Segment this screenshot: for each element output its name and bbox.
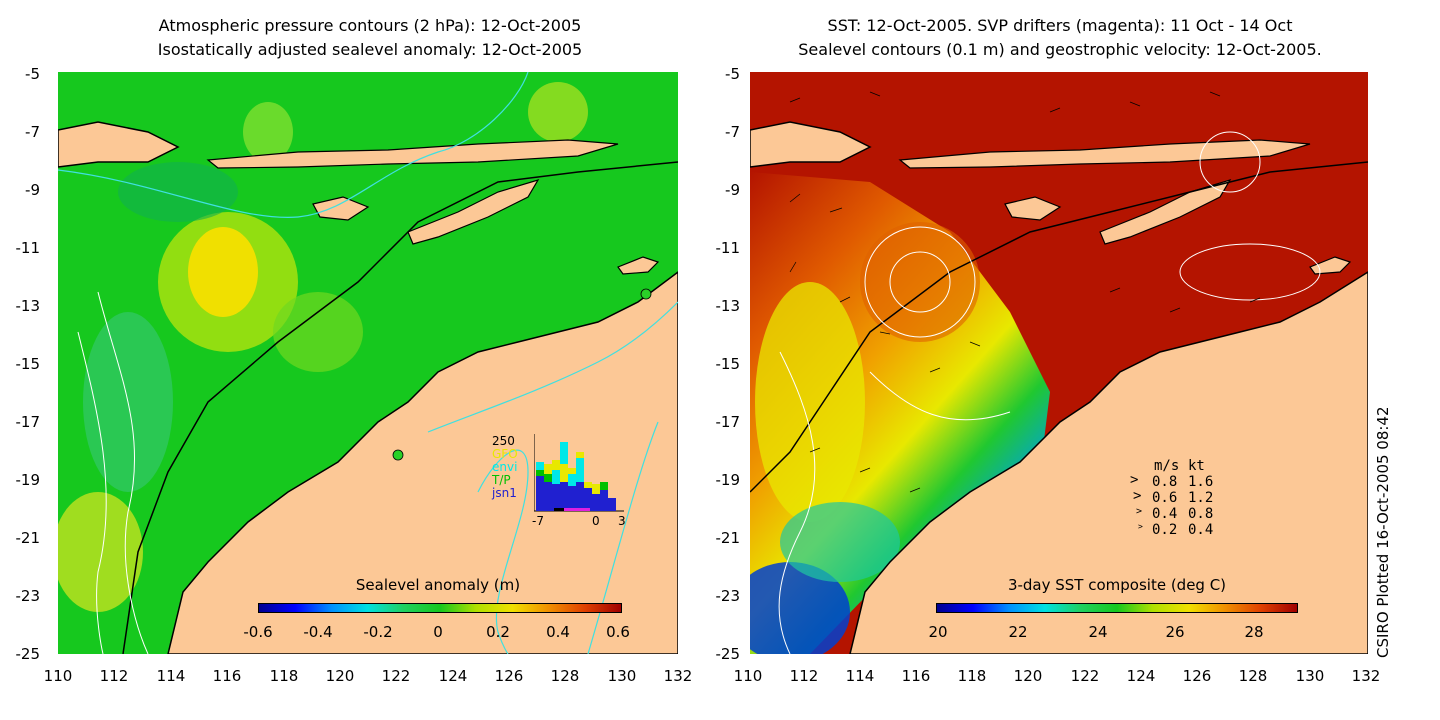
left-colorbar: [258, 603, 622, 613]
velocity-legend-kt: 0.8: [1188, 506, 1214, 522]
right-xtick: 128: [1238, 667, 1268, 685]
sealevel-anomaly-map[interactable]: [58, 72, 678, 654]
left-ytick: -9: [25, 181, 40, 199]
left-cbar-tick: 0.2: [486, 623, 510, 641]
left-ytick: -21: [15, 529, 41, 547]
right-ytick: -7: [725, 123, 740, 141]
velocity-legend-arrow-icon: >: [1130, 472, 1139, 488]
sst-map-graphic: [750, 72, 1368, 654]
inset-histogram: [534, 434, 624, 512]
right-xtick: 116: [901, 667, 931, 685]
left-title-line2: Isostatically adjusted sealevel anomaly:…: [157, 40, 583, 59]
inset-xtick-left: -7: [532, 514, 544, 528]
right-cbar-tick: 28: [1244, 623, 1264, 641]
left-ytick: -11: [15, 239, 41, 257]
right-ytick: -23: [715, 587, 741, 605]
velocity-legend-kt: 0.4: [1188, 522, 1214, 538]
left-cbar-tick: 0.6: [606, 623, 630, 641]
left-cbar-tick: 0: [433, 623, 443, 641]
right-ytick: -17: [715, 413, 741, 431]
plot-credit: CSIRO Plotted 16-Oct-2005 08:42: [1374, 406, 1392, 658]
inset-label-gfo: GFO: [492, 447, 518, 461]
right-colorbar: [936, 603, 1298, 613]
left-xtick: 114: [156, 667, 186, 685]
inset-label-250: 250: [492, 434, 515, 448]
right-ytick: -21: [715, 529, 741, 547]
left-ytick: -17: [15, 413, 41, 431]
left-xtick: 116: [212, 667, 242, 685]
velocity-legend-ms: 0.8: [1152, 474, 1178, 490]
inset-label-tp: T/P: [492, 473, 511, 487]
inset-xtick-right: 3: [618, 514, 626, 528]
altimeter-coverage-inset: 250 GFO envi T/P jsn1: [480, 432, 630, 528]
left-ytick: -15: [15, 355, 41, 373]
sst-map[interactable]: [750, 72, 1368, 654]
left-colorbar-title: Sealevel anomaly (m): [355, 576, 521, 594]
left-xtick: 126: [494, 667, 524, 685]
left-xtick: 110: [43, 667, 73, 685]
inset-label-jsn1: jsn1: [492, 486, 517, 500]
left-ytick: -13: [15, 297, 41, 315]
right-xtick: 118: [957, 667, 987, 685]
right-cbar-tick: 20: [928, 623, 948, 641]
right-title-line2: Sealevel contours (0.1 m) and geostrophi…: [798, 40, 1322, 59]
right-ytick: -5: [725, 65, 740, 83]
left-ytick: -23: [15, 587, 41, 605]
left-xtick: 128: [550, 667, 580, 685]
right-cbar-tick: 22: [1008, 623, 1028, 641]
velocity-legend-kt: 1.2: [1188, 490, 1214, 506]
right-xtick: 112: [789, 667, 819, 685]
right-xtick: 110: [733, 667, 763, 685]
left-cbar-tick: -0.4: [303, 623, 333, 641]
right-xtick: 122: [1070, 667, 1100, 685]
left-cbar-tick: -0.2: [363, 623, 393, 641]
velocity-legend-ms: 0.6: [1152, 490, 1178, 506]
right-ytick: -19: [715, 471, 741, 489]
right-cbar-tick: 24: [1088, 623, 1108, 641]
left-xtick: 112: [99, 667, 129, 685]
sealevel-map-graphic: [58, 72, 678, 654]
right-xtick: 124: [1126, 667, 1156, 685]
left-xtick: 132: [663, 667, 693, 685]
velocity-legend-arrow-icon: >: [1136, 506, 1143, 517]
velocity-legend-ms: 0.4: [1152, 506, 1178, 522]
right-ytick: -13: [715, 297, 741, 315]
velocity-legend-ms: 0.2: [1152, 522, 1178, 538]
right-ytick: -11: [715, 239, 741, 257]
right-xtick: 120: [1013, 667, 1043, 685]
inset-label-envi: envi: [492, 460, 518, 474]
right-ytick: -15: [715, 355, 741, 373]
velocity-legend-header-ms: m/s: [1154, 458, 1180, 474]
left-xtick: 120: [325, 667, 355, 685]
right-cbar-tick: 26: [1165, 623, 1185, 641]
left-ytick: -5: [25, 65, 40, 83]
right-title-line1: SST: 12-Oct-2005. SVP drifters (magenta)…: [827, 16, 1293, 35]
left-xtick: 118: [269, 667, 299, 685]
left-xtick: 130: [607, 667, 637, 685]
right-ytick: -9: [725, 181, 740, 199]
left-ytick: -19: [15, 471, 41, 489]
right-xtick: 114: [845, 667, 875, 685]
right-colorbar-title: 3-day SST composite (deg C): [1007, 576, 1227, 594]
left-ytick: -7: [25, 123, 40, 141]
inset-xtick-mid: 0: [592, 514, 600, 528]
velocity-legend-arrow-icon: >: [1138, 522, 1143, 531]
left-cbar-tick: 0.4: [546, 623, 570, 641]
right-ytick: -25: [715, 645, 741, 663]
velocity-legend-arrow-icon: >: [1133, 488, 1142, 504]
left-xtick: 122: [381, 667, 411, 685]
left-cbar-tick: -0.6: [243, 623, 273, 641]
right-xtick: 126: [1182, 667, 1212, 685]
velocity-legend-kt: 1.6: [1188, 474, 1214, 490]
velocity-legend-header-kt: kt: [1188, 458, 1205, 474]
left-ytick: -25: [15, 645, 41, 663]
velocity-legend: m/s kt > 0.8 1.6 > 0.6 1.2 > 0.4 0.8 > 0…: [1130, 458, 1240, 548]
left-xtick: 124: [438, 667, 468, 685]
right-xtick: 130: [1295, 667, 1325, 685]
right-xtick: 132: [1351, 667, 1381, 685]
left-title-line1: Atmospheric pressure contours (2 hPa): 1…: [158, 16, 582, 35]
